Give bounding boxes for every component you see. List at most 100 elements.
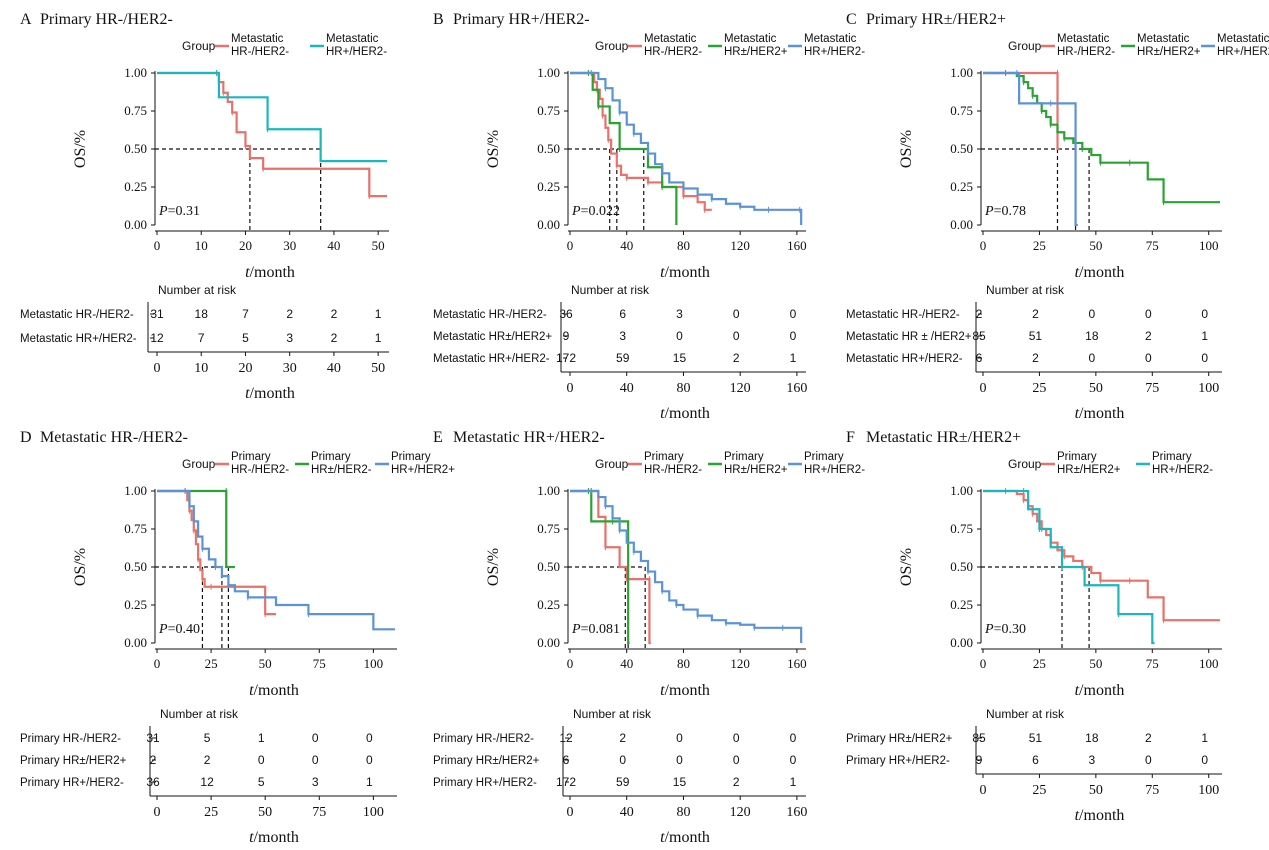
risk-x-tick-label: 80 [676,381,690,396]
risk-value: 0 [1201,307,1208,321]
x-tick-label: 40 [620,238,633,253]
risk-value: 2 [331,307,338,321]
x-axis-label-unit: /month [665,682,710,699]
x-axis-label-t: t [249,682,254,699]
km-panel-b: B Primary HR+/HER2-Group MetastaticHR-/HER… [433,11,865,422]
risk-x-tick-label: 0 [154,805,161,820]
risk-row-label: Metastatic HR-/HER2- [20,309,134,321]
x-axis-label: t/month [1075,264,1125,281]
x-axis-label-unit: /month [1079,682,1124,699]
risk-x-tick-label: 160 [786,805,807,820]
risk-table: Number at risk Primary HR±/HER2+ 85 51 18 2 1 P… [846,707,1222,824]
x-axis-label-t: t [1075,264,1080,281]
panel-title: Metastatic HR±/HER2+ [866,429,1021,446]
legend-label-line2: HR±/HER2+ [724,464,788,476]
y-tick-label: 0.00 [950,635,973,650]
risk-x-tick-label: 50 [1089,381,1103,396]
x-tick-label: 120 [730,238,750,253]
risk-value: 0 [733,307,740,321]
risk-value: 6 [619,307,626,321]
risk-x-axis-label-t: t [660,829,665,846]
km-curve-3 [570,71,803,225]
risk-value: 0 [1201,753,1208,767]
risk-x-tick-label: 25 [1032,381,1046,396]
p-value-number: =0.30 [994,622,1026,637]
p-value-p: P [984,204,994,219]
x-tick-label: 40 [327,238,340,253]
panel-title: Primary HR+/HER2- [453,11,590,28]
risk-x-tick-label: 10 [194,361,208,376]
y-axis-label: OS/% [72,130,89,168]
x-tick-label: 80 [677,656,690,671]
x-axis-label-unit: /month [250,264,295,281]
legend-label-line2: HR±/HER2- [311,464,372,476]
risk-x-axis-label-unit: /month [250,385,295,402]
risk-value: 3 [286,331,293,345]
x-tick-label: 120 [730,656,750,671]
risk-value: 15 [673,775,687,789]
risk-value: 2 [331,331,338,345]
km-curve-2 [157,71,387,163]
risk-x-tick-label: 75 [1145,381,1159,396]
x-axis-label: t/month [249,682,299,699]
x-tick-label: 0 [567,238,574,253]
km-curve-2 [983,489,1155,645]
risk-value: 2 [733,775,740,789]
legend-label-line1: Primary [311,451,351,463]
risk-value: 0 [733,329,740,343]
risk-value: 12 [150,331,164,345]
x-axis-label: t/month [660,264,710,281]
risk-x-axis-label: t/month [660,405,710,422]
risk-table-title: Number at risk [158,283,237,297]
y-axis-label: OS/% [485,130,502,168]
legend-label-line1: Primary [724,451,764,463]
risk-value: 2 [286,307,293,321]
risk-x-tick-label: 25 [1032,783,1046,798]
risk-x-tick-label: 0 [567,381,574,396]
risk-value: 2 [619,731,626,745]
risk-value: 7 [242,307,249,321]
y-tick-label: 0.75 [124,103,147,118]
y-tick-label: 1.00 [537,65,560,80]
p-value-p: P [571,622,581,637]
risk-value: 59 [616,351,630,365]
y-tick-label: 0.50 [950,559,973,574]
risk-x-tick-label: 40 [327,361,341,376]
km-panel-e: E Metastatic HR+/HER2-Group PrimaryHR-/HER… [433,429,865,846]
x-tick-label: 75 [1146,656,1159,671]
legend: Group PrimaryHR-/HER2-PrimaryHR±/HER2+Pri… [595,451,865,476]
risk-x-tick-label: 50 [371,361,385,376]
p-value: P=0.31 [158,204,200,219]
risk-x-tick-label: 75 [1145,783,1159,798]
km-panel-c: C Primary HR±/HER2+Group MetastaticHR-/HER… [846,11,1269,422]
risk-table-title: Number at risk [986,707,1065,721]
risk-value: 0 [366,753,373,767]
risk-value: 51 [1029,329,1043,343]
risk-x-tick-label: 100 [1198,381,1219,396]
risk-row-label: Metastatic HR+/HER2- [433,353,550,365]
legend-label-line2: HR+/HER2- [1217,46,1269,58]
risk-x-axis-label-unit: /month [665,405,710,422]
axes: 1.00 0.75 0.50 0.25 0.00 0 25 50 75 100 OS/% t/mont… [898,483,1222,699]
x-tick-label: 160 [787,656,807,671]
x-tick-label: 50 [259,656,272,671]
risk-value: 9 [563,329,570,343]
risk-value: 172 [556,351,576,365]
km-curve-1 [983,71,1060,151]
risk-value: 12 [559,731,573,745]
legend-label-line1: Primary [644,451,684,463]
risk-value: 1 [790,351,797,365]
risk-value: 1 [1201,329,1208,343]
risk-value: 18 [1085,329,1099,343]
legend-label-line1: Primary [391,451,431,463]
risk-value: 0 [1145,753,1152,767]
y-tick-label: 1.00 [124,65,147,80]
p-value: P=0.022 [571,204,620,219]
risk-x-axis-label: t/month [1075,807,1125,824]
x-tick-label: 100 [364,656,384,671]
risk-x-tick-label: 0 [567,805,574,820]
km-curve-2 [157,489,235,569]
y-tick-label: 0.75 [950,103,973,118]
